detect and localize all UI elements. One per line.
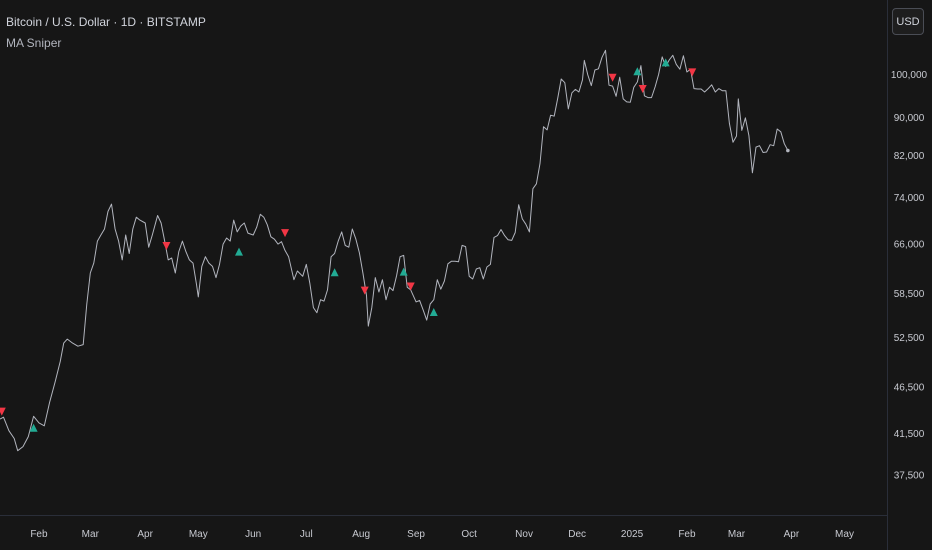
- sell-signal-marker: [688, 68, 697, 77]
- sell-signal-marker: [638, 85, 647, 94]
- sell-signal-marker: [360, 286, 369, 295]
- time-tick-label: Feb: [30, 529, 48, 540]
- buy-signal-marker: [399, 267, 408, 276]
- time-tick-label: 2025: [621, 529, 644, 540]
- price-tick-label: 74,000: [894, 193, 925, 204]
- sell-signal-marker: [406, 282, 415, 291]
- time-tick-label: Feb: [678, 529, 696, 540]
- price-tick-label: 41,500: [894, 429, 925, 440]
- time-tick-label: Nov: [515, 529, 533, 540]
- time-tick-label: Aug: [352, 529, 370, 540]
- time-tick-label: Jul: [300, 529, 313, 540]
- time-axis[interactable]: Feb Mar Apr May Jun Jul Aug Sep Oct Nov Dec 2025 Feb…: [30, 529, 854, 540]
- price-series-line: [0, 49, 789, 452]
- chart-legend: Bitcoin / U.S. Dollar · 1D · BITSTAMP MA…: [6, 12, 206, 54]
- price-tick-label: 100,000: [891, 70, 928, 81]
- buy-signal-marker: [633, 67, 642, 76]
- time-tick-label: Mar: [728, 529, 746, 540]
- price-line-layer: [0, 49, 790, 452]
- sell-signal-marker: [162, 241, 171, 250]
- price-tick-label: 37,500: [894, 470, 925, 481]
- signal-layer: [0, 58, 697, 432]
- last-price-dot: [786, 148, 790, 153]
- time-tick-label: Oct: [461, 529, 477, 540]
- price-tick-label: 58,500: [894, 289, 925, 300]
- time-tick-label: Sep: [407, 529, 425, 540]
- buy-signal-marker: [235, 247, 244, 256]
- price-tick-label: 46,500: [894, 383, 925, 394]
- sell-signal-marker: [281, 229, 290, 238]
- time-tick-label: Mar: [82, 529, 100, 540]
- time-tick-label: Apr: [784, 529, 800, 540]
- time-tick-label: Apr: [137, 529, 153, 540]
- price-tick-label: 52,500: [894, 333, 925, 344]
- buy-signal-marker: [429, 307, 438, 316]
- buy-signal-marker: [29, 423, 38, 432]
- time-tick-label: Jun: [245, 529, 261, 540]
- indicator-name[interactable]: MA Sniper: [6, 36, 62, 50]
- time-tick-label: Dec: [568, 529, 586, 540]
- buy-signal-marker: [661, 58, 670, 67]
- price-tick-label: 90,000: [894, 113, 925, 124]
- price-axis[interactable]: 100,000 90,000 82,000 74,000 66,000 58,500 52,…: [891, 70, 928, 482]
- buy-signal-marker: [330, 268, 339, 277]
- symbol-title[interactable]: Bitcoin / U.S. Dollar · 1D · BITSTAMP: [6, 15, 206, 29]
- time-tick-label: May: [189, 529, 208, 540]
- price-tick-label: 82,000: [894, 151, 925, 162]
- price-tick-label: 66,000: [894, 240, 925, 251]
- currency-button[interactable]: USD: [892, 8, 924, 35]
- sell-signal-marker: [608, 73, 617, 82]
- time-tick-label: May: [835, 529, 854, 540]
- sell-signal-marker: [0, 407, 6, 416]
